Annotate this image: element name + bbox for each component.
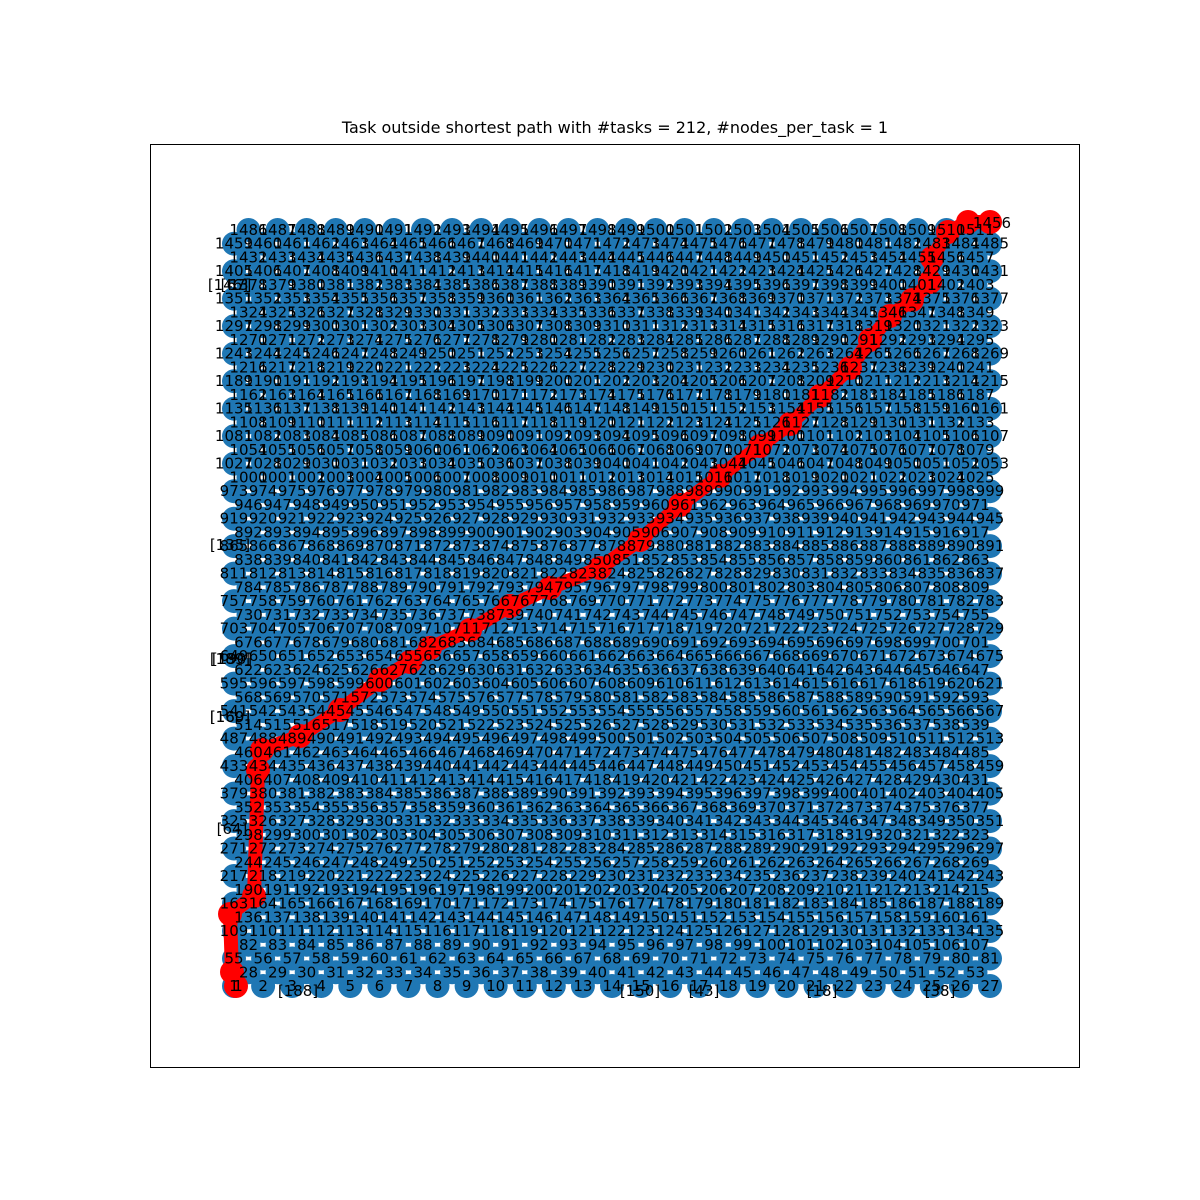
figure-title: Task outside shortest path with #tasks =…: [341, 118, 889, 137]
path-start-label: 1: [233, 977, 243, 995]
task-label: [150]: [620, 982, 660, 1000]
axes-frame: [150, 144, 1080, 1068]
task-label: [18]: [807, 982, 838, 1000]
task-label: [188]: [278, 982, 318, 1000]
task-label: [190]: [212, 650, 252, 668]
task-label: [67]: [221, 276, 252, 294]
node-label: 6: [375, 977, 385, 995]
node-label: 7: [404, 977, 414, 995]
task-label: [64]: [217, 820, 248, 838]
node-label: 8: [433, 977, 443, 995]
node-label: 9: [462, 977, 472, 995]
path-end-label: 1456: [973, 214, 1011, 232]
task-label: [38]: [925, 982, 956, 1000]
node-labels-layer: 1 2 3 4 5 6 7 8 9 10 11 12 13 14 15 16 17 18 19 20 21 22 23 24 2…: [215, 214, 1011, 995]
task-label: [135]: [210, 536, 250, 554]
task-label: [169]: [210, 708, 250, 726]
node-label: 5: [346, 977, 356, 995]
node-label: 2: [258, 977, 268, 995]
task-label: [43]: [689, 982, 720, 1000]
